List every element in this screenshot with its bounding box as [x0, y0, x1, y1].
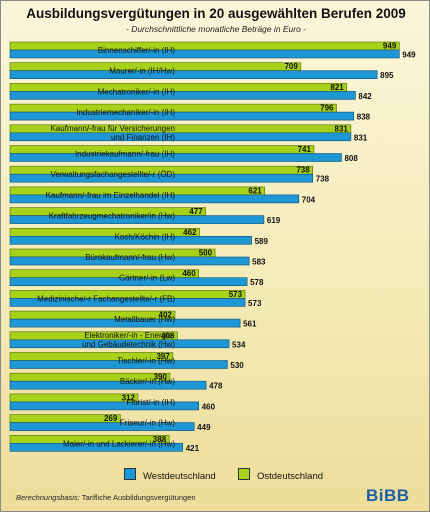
bar-west-8 [9, 215, 265, 224]
bar-west-0 [9, 49, 400, 59]
value-label-west-7: 704 [302, 195, 316, 204]
value-label-west-18: 449 [197, 423, 211, 432]
value-label-ost-1: 709 [284, 62, 298, 71]
footer-basis-label: Berechnungsbasis: [16, 493, 80, 502]
bar-west-10 [9, 256, 250, 266]
value-label-ost-19: 388 [153, 435, 167, 444]
footer-basis-text: Tarifliche Ausbildungsvergütungen [81, 493, 196, 502]
value-label-west-16: 478 [209, 382, 223, 391]
bar-west-14 [9, 339, 230, 349]
category-label-15: Tischler/-in (Hw) [117, 357, 175, 366]
value-label-west-10: 583 [252, 258, 266, 267]
category-label-5: Industriekaufmann/-frau (IH) [75, 150, 175, 159]
category-label-1: Maurer/-in (IH/Hw) [109, 67, 175, 76]
category-label-12: Medizinische/-r Fachangestellte/-r (FB) [37, 294, 175, 303]
value-label-ost-5: 741 [298, 145, 312, 154]
value-label-west-6: 738 [316, 175, 330, 184]
category-label-17: Florist/-in (IH) [127, 398, 176, 407]
legend-west-label: Westdeutschland [143, 471, 216, 482]
value-label-west-9: 589 [255, 237, 269, 246]
chart-subtitle: - Durchschnittliche monatliche Beträge i… [126, 24, 306, 34]
legend-east: Ostdeutschland [238, 468, 323, 482]
bar-west-2 [9, 91, 356, 100]
value-label-ost-0: 949 [383, 42, 397, 51]
value-label-west-0: 949 [402, 51, 416, 60]
value-label-ost-6: 738 [296, 166, 310, 175]
legend-west-swatch [124, 468, 136, 480]
bar-ost-17 [9, 393, 139, 403]
category-label-6: Verwaltungsfachangestellte/-r (ÖD) [51, 170, 176, 179]
value-label-ost-3: 796 [320, 104, 334, 113]
value-label-ost-4: 831 [335, 124, 349, 133]
category-label-0: Binnenschiffer/-in (IH) [98, 46, 176, 55]
value-label-west-12: 573 [248, 299, 262, 308]
value-label-ost-12: 573 [229, 290, 243, 299]
bar-ost-0 [9, 41, 400, 51]
value-label-ost-15: 397 [156, 352, 170, 361]
bar-west-15 [9, 360, 228, 369]
value-label-west-8: 619 [267, 216, 281, 225]
value-label-west-19: 421 [186, 444, 200, 453]
category-label-3: Industriemechaniker/-in (IH) [76, 108, 175, 117]
category-label-2: Mechatroniker/-in (IH) [98, 87, 176, 96]
value-label-west-11: 578 [250, 278, 264, 287]
bar-west-4 [9, 132, 352, 142]
category-label-8: Kraftfahrzeugmechatroniker/in (Hw) [49, 212, 176, 221]
value-label-ost-11: 460 [182, 269, 196, 278]
bar-west-11 [9, 277, 248, 287]
bar-west-17 [9, 401, 199, 411]
value-label-ost-14: 408 [161, 331, 175, 340]
category-label-4: Kaufmann/-frau für Versicherungen und Fin… [50, 124, 175, 142]
category-label-13: Metallbauer (Hw) [114, 315, 175, 324]
value-label-ost-9: 462 [183, 228, 197, 237]
bar-west-12 [9, 298, 246, 307]
legend-east-label: Ostdeutschland [257, 471, 324, 482]
footer-note: Berechnungsbasis: Tarifliche Ausbildungs… [16, 493, 196, 502]
bibb-logo: BiBB [366, 486, 410, 505]
category-label-11: Gärtner/-in (Lw) [119, 274, 175, 283]
category-label-18: Friseur/-in (Hw) [120, 419, 175, 428]
bar-west-6 [9, 173, 314, 183]
value-label-west-13: 561 [243, 320, 257, 329]
bar-west-1 [9, 70, 378, 79]
category-label-10: Bürokaufmann/-frau (Hw) [85, 253, 175, 262]
bar-west-5 [9, 153, 342, 162]
value-label-west-17: 460 [202, 402, 216, 411]
legend-west: Westdeutschland [124, 468, 216, 482]
value-label-ost-10: 500 [199, 249, 213, 258]
value-label-ost-2: 821 [330, 83, 344, 92]
value-label-ost-7: 621 [248, 186, 262, 195]
value-label-west-4: 831 [354, 133, 368, 142]
chart-title: Ausbildungsvergütungen in 20 ausgewählte… [26, 6, 406, 21]
bar-west-9 [9, 236, 252, 245]
value-label-ost-13: 402 [159, 311, 173, 320]
value-label-ost-18: 269 [104, 414, 118, 423]
value-label-ost-17: 312 [122, 393, 136, 402]
bar-west-13 [9, 318, 241, 328]
value-label-west-1: 895 [380, 71, 394, 80]
value-label-ost-16: 390 [154, 373, 168, 382]
value-label-west-15: 530 [230, 361, 244, 370]
category-label-19: Maler/-in und Lackierer/-in (Hw) [63, 439, 175, 448]
category-label-7: Kaufmann/-frau im Einzelhandel (IH) [46, 191, 176, 200]
bar-west-19 [9, 442, 183, 452]
value-label-ost-8: 477 [189, 207, 203, 216]
value-label-west-5: 808 [344, 154, 358, 163]
legend-east-swatch [238, 468, 250, 480]
category-label-16: Bäcker/-in (Hw) [120, 377, 175, 386]
value-label-west-14: 534 [232, 340, 246, 349]
bar-ost-2 [9, 83, 348, 92]
value-label-west-3: 838 [357, 113, 371, 122]
category-label-14: Elektroniker/-in - Energie-und Gebäudete… [82, 331, 175, 349]
bar-west-16 [9, 380, 207, 390]
bar-west-18 [9, 422, 195, 431]
value-label-west-2: 842 [358, 92, 372, 101]
category-label-9: Koch/Köchin (IH) [115, 232, 176, 241]
bar-west-7 [9, 194, 300, 204]
bar-west-3 [9, 111, 355, 121]
